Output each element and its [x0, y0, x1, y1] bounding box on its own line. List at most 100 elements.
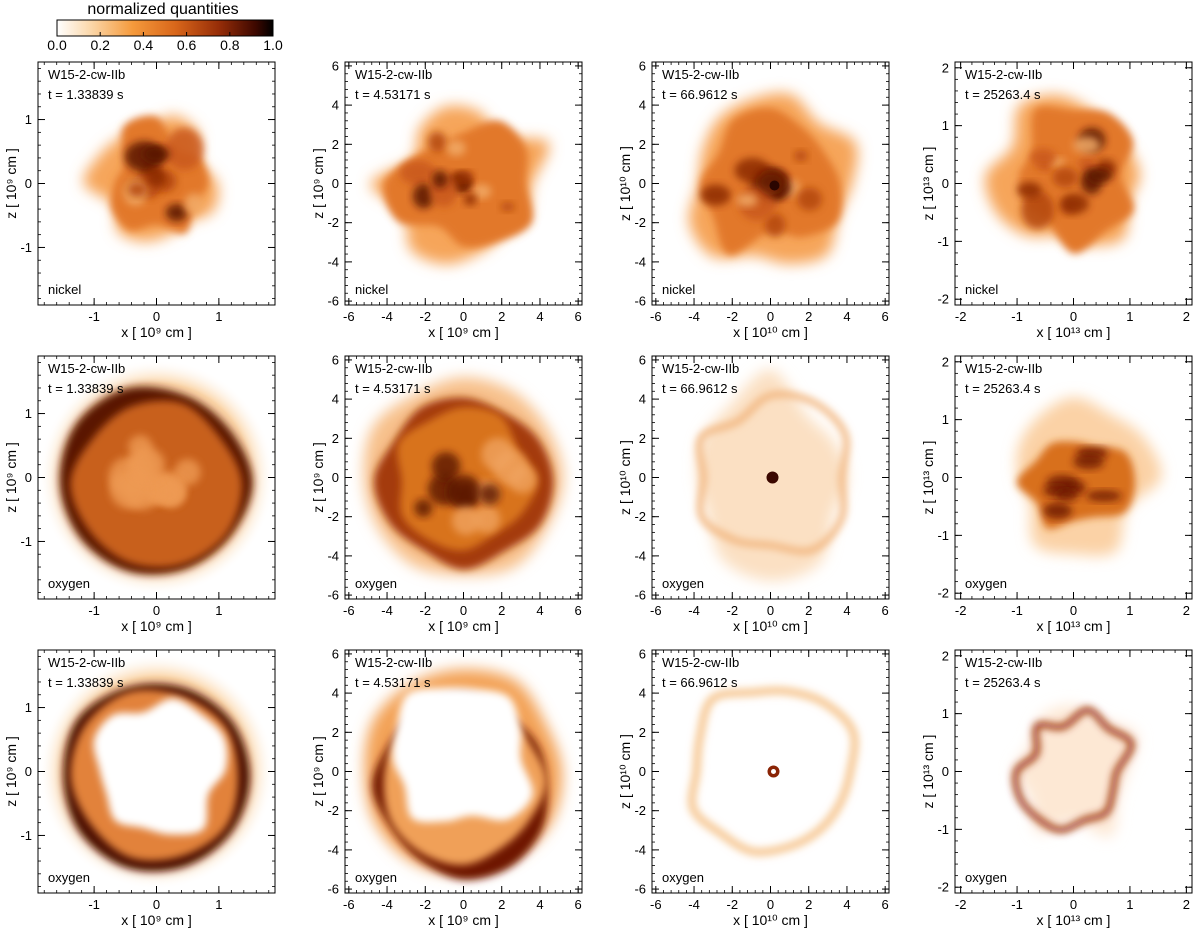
y-tick-label: -6: [327, 294, 339, 309]
y-axis-label: z [ 10⁹ cm ]: [3, 148, 19, 219]
y-tick-label: -6: [634, 294, 646, 309]
panel-nickel-1-3: -6 -4 -2 0 2 4 6 -6 -4 -2 0 2 4 6 x [ 10¹⁰ cm ] z [ 10¹…: [617, 58, 890, 340]
model-label: W15-2-cw-IIb: [48, 655, 125, 670]
panel-grid: -1 0 1 -1 0 1 x [ 10⁹ cm ] z [ 10⁹ cm ] W15-2-cw…: [3, 58, 1193, 928]
colorbar-title: normalized quantities: [87, 1, 238, 18]
panel-oxygen-3-2: -6 -4 -2 0 2 4 6 -6 -4 -2 0 2 4 6 x [ 10⁹ cm ] z [ 10⁹ …: [310, 646, 583, 928]
heatmap-field: [364, 669, 563, 880]
y-tick-label: -1: [20, 828, 32, 843]
y-tick-label: -1: [20, 240, 32, 255]
x-tick-label: -6: [650, 309, 662, 324]
x-tick-label: -2: [955, 897, 967, 912]
panel-oxygen-2-4: -2 -1 0 1 2 -2 -1 0 1 2 x [ 10¹³ cm ] z [ 10¹³ cm ]…: [920, 354, 1193, 634]
x-tick-label: -6: [343, 309, 355, 324]
x-tick-label: 4: [536, 897, 543, 912]
y-tick-label: 1: [25, 700, 32, 715]
y-tick-label: -4: [634, 842, 646, 857]
x-tick-label: 6: [575, 897, 582, 912]
y-tick-label: -6: [327, 588, 339, 603]
x-tick-label: 6: [575, 603, 582, 618]
x-tick-label: -2: [726, 603, 738, 618]
x-tick-label: 6: [882, 309, 889, 324]
time-label: t = 1.33839 s: [48, 675, 124, 690]
y-tick-label: 4: [332, 98, 339, 113]
model-label: W15-2-cw-IIb: [662, 361, 739, 376]
x-tick-label: -4: [688, 603, 700, 618]
y-axis-label: z [ 10¹³ cm ]: [920, 147, 936, 221]
x-tick-label: -6: [650, 897, 662, 912]
y-tick-label: 0: [25, 176, 32, 191]
x-tick-label: 1: [1126, 897, 1133, 912]
x-axis-label: x [ 10¹³ cm ]: [1037, 912, 1111, 928]
x-tick-label: 0: [460, 309, 467, 324]
model-label: W15-2-cw-IIb: [48, 361, 125, 376]
x-tick-label: 2: [805, 603, 812, 618]
model-label: W15-2-cw-IIb: [48, 67, 125, 82]
x-tick-label: 0: [767, 309, 774, 324]
x-tick-label: 4: [843, 897, 850, 912]
y-tick-label: 0: [332, 764, 339, 779]
time-label: t = 25263.4 s: [965, 675, 1041, 690]
y-tick-label: 6: [332, 352, 339, 367]
heatmap-field: [363, 377, 564, 576]
quantity-label: oxygen: [965, 870, 1007, 885]
time-label: t = 25263.4 s: [965, 381, 1041, 396]
y-tick-label: 0: [639, 764, 646, 779]
x-tick-label: 6: [882, 897, 889, 912]
y-tick-label: 2: [942, 60, 949, 75]
quantity-label: nickel: [965, 282, 998, 297]
y-tick-label: 4: [332, 686, 339, 701]
y-axis-label: z [ 10⁹ cm ]: [310, 736, 326, 807]
y-tick-label: 1: [942, 706, 949, 721]
y-tick-label: 2: [639, 725, 646, 740]
x-tick-label: -4: [381, 603, 393, 618]
y-tick-label: 0: [25, 764, 32, 779]
panel-nickel-1-2: -6 -4 -2 0 2 4 6 -6 -4 -2 0 2 4 6 x [ 10⁹ cm ] z [ 10⁹ …: [310, 58, 583, 340]
y-tick-label: -2: [937, 292, 949, 307]
y-tick-label: -2: [937, 586, 949, 601]
x-tick-label: -1: [88, 603, 100, 618]
heatmap-field: [984, 94, 1140, 254]
x-tick-label: 2: [498, 309, 505, 324]
x-tick-label: 4: [536, 309, 543, 324]
x-tick-label: 6: [575, 309, 582, 324]
x-tick-label: 6: [882, 603, 889, 618]
y-tick-label: -2: [634, 215, 646, 230]
y-tick-label: -1: [20, 534, 32, 549]
x-tick-label: 1: [215, 309, 222, 324]
x-tick-label: 1: [1126, 603, 1133, 618]
heatmap-field: [38, 359, 275, 596]
x-tick-label: -2: [955, 309, 967, 324]
heatmap-field: [1016, 397, 1162, 556]
y-tick-label: -1: [937, 234, 949, 249]
y-tick-label: 0: [25, 470, 32, 485]
y-axis-label: z [ 10¹⁰ cm ]: [617, 146, 633, 221]
time-label: t = 1.33839 s: [48, 87, 124, 102]
x-tick-label: -1: [1011, 309, 1023, 324]
y-tick-label: -6: [634, 588, 646, 603]
y-tick-label: 6: [639, 352, 646, 367]
x-tick-label: 2: [498, 897, 505, 912]
x-tick-label: 2: [805, 309, 812, 324]
quantity-label: oxygen: [48, 870, 90, 885]
y-tick-label: -4: [634, 254, 646, 269]
x-axis-label: x [ 10⁹ cm ]: [428, 324, 499, 340]
x-tick-label: 0: [767, 603, 774, 618]
x-tick-label: -1: [88, 897, 100, 912]
y-tick-label: -4: [327, 548, 339, 563]
y-tick-label: 0: [942, 176, 949, 191]
x-tick-label: 0: [153, 897, 160, 912]
x-tick-label: 0: [767, 897, 774, 912]
y-tick-label: 1: [25, 406, 32, 421]
quantity-label: oxygen: [662, 870, 704, 885]
model-label: W15-2-cw-IIb: [355, 67, 432, 82]
x-tick-label: 0: [153, 603, 160, 618]
heatmap-field: [38, 653, 275, 890]
x-tick-label: 2: [498, 603, 505, 618]
x-tick-label: 1: [1126, 309, 1133, 324]
y-tick-label: 4: [639, 686, 646, 701]
heatmap-field: [83, 115, 219, 242]
y-axis-label: z [ 10¹³ cm ]: [920, 441, 936, 515]
x-tick-label: -4: [381, 897, 393, 912]
colorbar-tick-label: 0.0: [47, 37, 67, 53]
